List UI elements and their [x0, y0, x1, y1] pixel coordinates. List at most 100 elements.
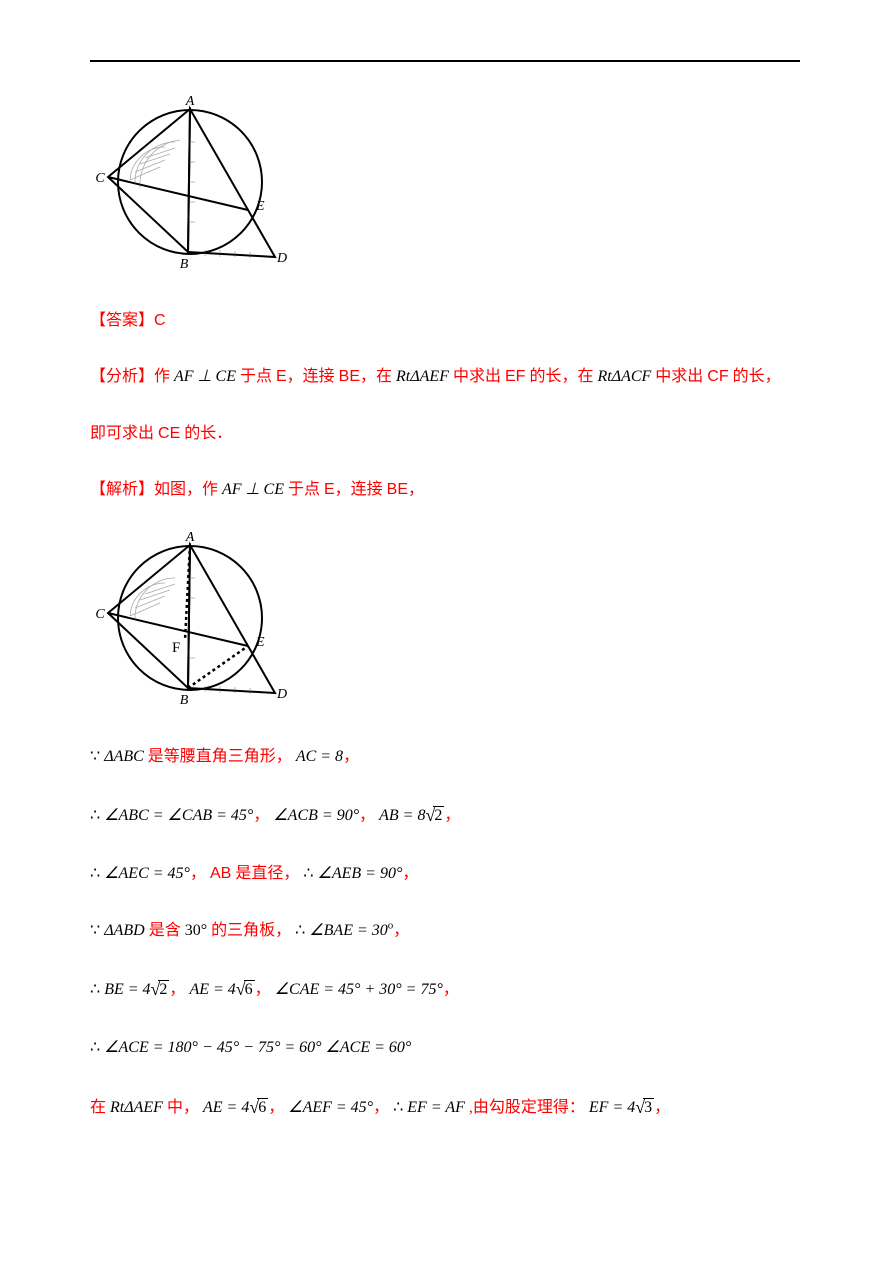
jiexi-paragraph: 【解析】如图，作 AF ⊥ CE 于点 E，连接 BE， [90, 471, 802, 509]
txt: ， [255, 981, 271, 998]
math: ∠AEB = 90° [318, 865, 403, 882]
pt-e: E [276, 368, 287, 385]
txt: 的长，在 [525, 368, 597, 385]
jiexi-prefix: 【解析】 [90, 481, 154, 498]
svg-text:C: C [95, 171, 105, 186]
math: AF ⊥ CE [222, 481, 284, 498]
therefore: ∴ [90, 865, 100, 882]
therefore: ∴ [393, 1099, 403, 1116]
txt: 的长， [729, 368, 781, 385]
txt: ， [443, 981, 459, 998]
math: ∠CAE = 45° + 30° = 75° [275, 981, 443, 998]
proof-line-4: ∵ ΔABD 是含 30° 的三角板， ∴ ∠BAE = 30o， [90, 912, 802, 950]
math: ∠ACB = 90° [273, 807, 359, 824]
txt: ，在 [360, 368, 396, 385]
svg-text:B: B [180, 693, 189, 708]
txt: ， [169, 981, 185, 998]
math: ∠ABC = ∠CAB = 45° [104, 807, 253, 824]
therefore: ∴ [90, 807, 100, 824]
math: AE = 4 [203, 1099, 249, 1116]
txt: 是等腰直角三角形， [144, 748, 292, 765]
math: ΔABC [104, 748, 144, 765]
proof-line-7: 在 RtΔAEF 中， AE = 4√6， ∠AEF = 45°， ∴ EF =… [90, 1086, 802, 1129]
proof-line-3: ∴ ∠AEC = 45°， AB 是直径， ∴ ∠AEB = 90°， [90, 855, 802, 893]
svg-text:D: D [276, 251, 287, 266]
math: RtΔACF [597, 368, 651, 385]
radicand: 6 [244, 980, 255, 998]
math: ΔABD [104, 922, 145, 939]
analysis-paragraph-2: 即可求出 CE 的长． [90, 415, 802, 453]
txt: ， [343, 748, 359, 765]
radicand: 2 [433, 806, 444, 824]
txt: ， [359, 807, 375, 824]
math: AF ⊥ CE [174, 368, 236, 385]
figure-1-svg: A B C D E [90, 92, 290, 272]
svg-text:F: F [172, 640, 180, 656]
document-page: A B C D E 【答案】C 【分析】作 AF ⊥ CE 于点 E，连接 BE… [0, 0, 892, 1187]
txt: 于点 [236, 368, 276, 385]
txt: ， [408, 481, 424, 498]
math: ∠BAE = 30 [309, 922, 387, 939]
txt: 是含 [145, 922, 185, 939]
geometry-figure-1: A B C D E [90, 92, 802, 277]
txt: 作 [154, 368, 174, 385]
analysis-prefix: 【分析】 [90, 368, 154, 385]
math: ∠ACE = 60° [326, 1039, 412, 1056]
radicand: 2 [158, 980, 169, 998]
proof-line-6: ∴ ∠ACE = 180° − 45° − 75° = 60° ∠ACE = 6… [90, 1029, 802, 1067]
therefore: ∴ [90, 981, 100, 998]
txt: 是直径， [231, 865, 299, 882]
svg-text:E: E [255, 199, 265, 214]
therefore: ∴ [90, 1039, 100, 1056]
math: EF = AF [407, 1099, 465, 1116]
pt-e: E [324, 481, 335, 498]
txt: ，连接 [335, 481, 387, 498]
proof-line-1: ∵ ΔABC 是等腰直角三角形， AC = 8， [90, 738, 802, 776]
analysis-paragraph: 【分析】作 AF ⊥ CE 于点 E，连接 BE，在 RtΔAEF 中求出 EF… [90, 358, 802, 396]
txt: ， [190, 865, 206, 882]
answer-line: 【答案】C [90, 302, 802, 340]
svg-text:A: A [185, 530, 195, 545]
seg-be: BE [387, 481, 408, 498]
seg-ab: AB [210, 865, 231, 882]
txt: 如图，作 [154, 481, 222, 498]
txt: ， [373, 1099, 389, 1116]
txt: ， [268, 1099, 284, 1116]
math: BE = 4 [104, 981, 150, 998]
seg-be: BE [339, 368, 360, 385]
seg-ef: EF [505, 368, 525, 385]
therefore: ∴ [295, 922, 305, 939]
txt: 即可求出 [90, 425, 158, 442]
txt: 的三角板， [207, 922, 291, 939]
svg-text:D: D [276, 687, 287, 702]
proof-line-5: ∴ BE = 4√2， AE = 4√6， ∠CAE = 45° + 30° =… [90, 968, 802, 1011]
therefore: ∴ [303, 865, 313, 882]
because: ∵ [90, 922, 100, 939]
svg-text:E: E [255, 635, 265, 650]
proof-line-2: ∴ ∠ABC = ∠CAB = 45°， ∠ACB = 90°， AB = 8√… [90, 794, 802, 837]
txt: ， [393, 922, 409, 939]
txt: ， [444, 807, 460, 824]
txt: 在 [90, 1099, 110, 1116]
math: ∠ACE = 180° − 45° − 75° = 60° [104, 1039, 321, 1056]
txt: 于点 [284, 481, 324, 498]
math: AE = 4 [189, 981, 235, 998]
radicand: 6 [257, 1098, 268, 1116]
seg-ce: CE [158, 425, 180, 442]
math: ∠AEF = 45° [288, 1099, 373, 1116]
math: AB = 8 [379, 807, 425, 824]
txt: ，连接 [287, 368, 339, 385]
geometry-figure-2: A B C D E F [90, 528, 802, 713]
math: RtΔAEF [396, 368, 449, 385]
math: EF = 4 [589, 1099, 635, 1116]
txt: ,由勾股定理得： [465, 1099, 585, 1116]
math: RtΔAEF [110, 1099, 163, 1116]
txt: 中求出 [449, 368, 505, 385]
txt: 的长． [180, 425, 232, 442]
because: ∵ [90, 748, 100, 765]
svg-text:C: C [95, 607, 105, 622]
txt: ， [253, 807, 269, 824]
txt: 中， [163, 1099, 199, 1116]
figure-2-svg: A B C D E F [90, 528, 290, 708]
top-horizontal-rule [90, 60, 800, 62]
